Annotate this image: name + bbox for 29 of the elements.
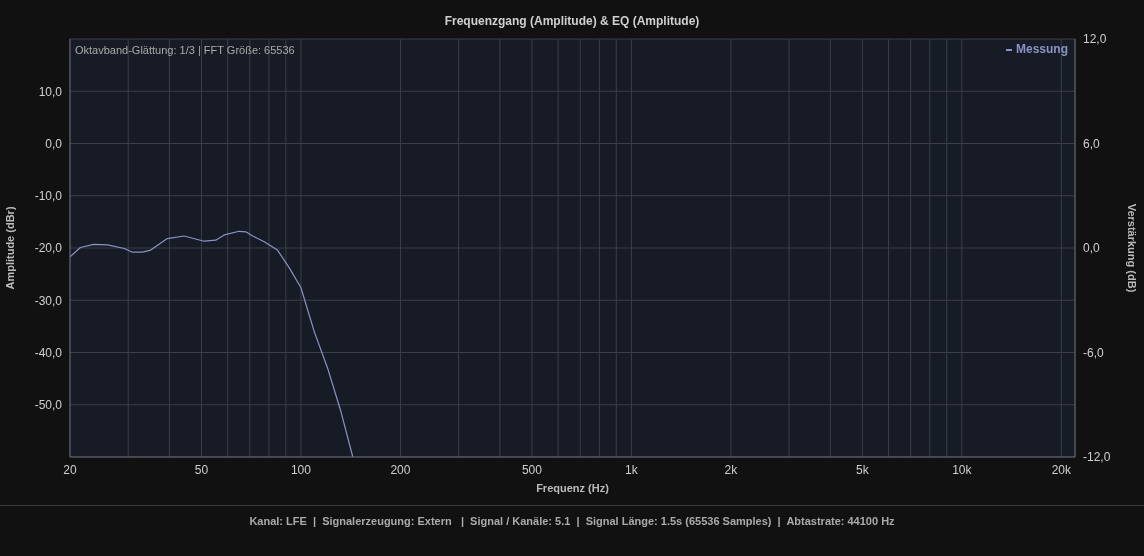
- y2-tick-label: -6,0: [1083, 345, 1104, 360]
- y-tick-label: -20,0: [34, 241, 63, 256]
- x-tick-label: 5k: [856, 462, 870, 477]
- x-tick-label: 20: [63, 462, 77, 477]
- x-tick-label: 100: [290, 462, 312, 477]
- annotation: Oktavband-Glättung: 1/3 | FFT Größe: 65536: [75, 44, 295, 56]
- x-axis-title: Frequenz (Hz): [536, 482, 610, 494]
- text: Kanal: LFE | Signalerzeugung: Extern | Signal / Kanäle: 5.1 | Signal Länge: 1.5s (65536 Samples) | Abtastrate: 44100 Hz: [248, 515, 896, 527]
- x-tick-label: 20k: [1051, 462, 1072, 477]
- x-tick-label: 500: [521, 462, 543, 477]
- x-tick-label: 1k: [625, 462, 639, 477]
- y-axis-title: Amplitude (dBr): [3, 206, 16, 290]
- x-tick-label: 200: [390, 462, 411, 477]
- y-tick-label: 10,0: [38, 84, 63, 99]
- y-tick-label: -40,0: [34, 345, 63, 360]
- y2-axis-title: Verstärkung (dB): [1126, 203, 1139, 293]
- y2-tick-label: 0,0: [1083, 241, 1101, 256]
- chart-title: Frequenzgang (Amplitude) & EQ (Amplitude): [443, 14, 701, 28]
- y2-tick-label: -12,0: [1083, 450, 1111, 465]
- x-tick-label: 2k: [724, 462, 739, 477]
- y-tick-label: -30,0: [34, 293, 63, 308]
- x-tick-label: 50: [194, 462, 209, 477]
- y-tick-label: -50,0: [34, 398, 63, 413]
- y2-tick-label: 6,0: [1083, 136, 1101, 151]
- y-tick-label: 0,0: [45, 136, 63, 151]
- y-tick-label: -10,0: [34, 189, 63, 204]
- legend-label: Messung: [1015, 42, 1068, 56]
- x-tick-label: 10k: [952, 462, 973, 477]
- y2-tick-label: 12,0: [1083, 32, 1107, 47]
